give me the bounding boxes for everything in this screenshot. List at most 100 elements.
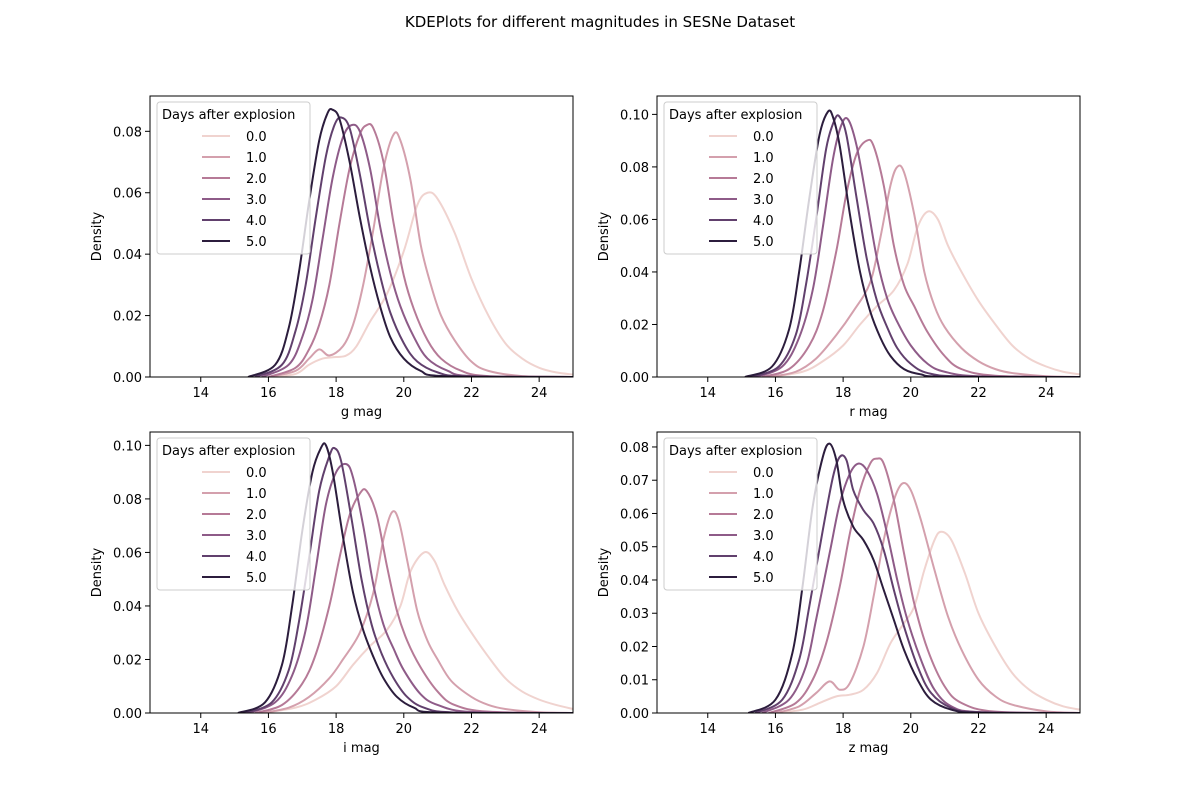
legend-title: Days after explosion [162, 108, 295, 123]
y-tick-label: 0.10 [620, 108, 649, 123]
legend-label: 3.0 [246, 529, 267, 544]
legend-box [156, 437, 311, 591]
y-tick-label: 0.02 [620, 640, 649, 655]
series-group [247, 107, 573, 377]
y-tick-label: 0.04 [620, 266, 649, 281]
x-tick-label: 18 [835, 722, 852, 737]
y-axis-label: Density [597, 547, 612, 597]
kde-line-3-0 [261, 123, 573, 377]
legend-box [663, 437, 818, 591]
kde-line-0-0 [768, 210, 1080, 377]
legend-label: 4.0 [246, 550, 267, 565]
legend-label: 4.0 [753, 550, 774, 565]
y-tick-label: 0.10 [113, 439, 142, 454]
legend-label: 2.0 [753, 508, 774, 523]
x-tick-label: 20 [903, 386, 920, 401]
legend-label: 3.0 [246, 193, 267, 208]
kde-line-1-0 [775, 482, 1080, 713]
legend-label: 3.0 [753, 193, 774, 208]
x-tick-label: 16 [260, 722, 277, 737]
x-tick-label: 24 [1038, 722, 1055, 737]
legend-label: 1.0 [246, 151, 267, 166]
legend-box [663, 101, 818, 255]
x-tick-label: 16 [767, 722, 784, 737]
x-axis-label: i mag [343, 741, 380, 756]
kde-line-4-0 [244, 446, 573, 713]
legend-label: 2.0 [246, 508, 267, 523]
y-tick-label: 0.07 [620, 474, 649, 489]
y-tick-label: 0.02 [620, 318, 649, 333]
x-tick-label: 14 [699, 722, 716, 737]
y-tick-label: 0.06 [620, 507, 649, 522]
legend-label: 1.0 [753, 487, 774, 502]
kde-line-4-0 [751, 114, 1080, 377]
x-tick-label: 24 [531, 386, 548, 401]
y-axis-label: Density [90, 547, 105, 597]
legend-label: 3.0 [753, 529, 774, 544]
y-tick-label: 0.02 [113, 310, 142, 325]
kde-line-5-0 [247, 107, 573, 377]
y-tick-label: 0.06 [620, 213, 649, 228]
y-tick-label: 0.01 [620, 674, 649, 689]
kde-line-0-0 [268, 191, 573, 377]
x-tick-label: 16 [260, 386, 277, 401]
subplot-z-mag: 14 16 18 20 22 24 0.00 0.01 0.02 0.03 0.04 0.05 0.06… [597, 431, 1081, 756]
x-axis-label: g mag [341, 405, 382, 420]
x-axis-label: r mag [849, 405, 887, 420]
legend-label: 5.0 [246, 571, 267, 586]
legend-label: 5.0 [753, 235, 774, 250]
axes-frame [656, 95, 1081, 378]
y-tick-label: 0.06 [113, 187, 142, 202]
kde-line-4-0 [254, 116, 573, 377]
kde-line-3-0 [754, 117, 1080, 377]
subplot-i-mag: 14 16 18 20 22 24 0.00 0.02 0.04 0.06 0.08 0.10 i ma… [90, 431, 574, 756]
axes-frame [149, 431, 574, 714]
legend-label: 5.0 [246, 235, 267, 250]
legend: Days after explosion 0.0 1.0 2.0 3.0 4.0 5.0 [663, 437, 818, 591]
y-axis-label: Density [90, 211, 105, 261]
series-group [237, 442, 573, 713]
kde-line-5-0 [237, 442, 573, 713]
x-tick-label: 20 [396, 722, 413, 737]
kde-line-1-0 [261, 510, 573, 713]
legend-label: 0.0 [246, 130, 267, 145]
series-group [747, 442, 1080, 713]
x-tick-label: 14 [192, 386, 209, 401]
legend-label: 2.0 [753, 172, 774, 187]
legend: Days after explosion 0.0 1.0 2.0 3.0 4.0 5.0 [156, 437, 311, 591]
x-tick-label: 18 [328, 386, 345, 401]
y-axis-label: Density [597, 211, 612, 261]
x-tick-label: 14 [192, 722, 209, 737]
x-tick-label: 24 [1038, 386, 1055, 401]
y-tick-label: 0.00 [113, 707, 142, 722]
x-tick-label: 24 [531, 722, 548, 737]
subplot-g-mag: 14 16 18 20 22 24 0.00 0.02 0.04 0.06 0.08 g mag Den… [90, 95, 574, 420]
y-tick-label: 0.08 [113, 493, 142, 508]
series-group [744, 109, 1080, 377]
legend-label: 0.0 [753, 130, 774, 145]
subplot-r-mag: 14 16 18 20 22 24 0.00 0.02 0.04 0.06 0.08 0.10 r ma… [597, 95, 1081, 420]
y-tick-label: 0.04 [620, 574, 649, 589]
x-tick-label: 20 [903, 722, 920, 737]
axes-frame [149, 95, 574, 378]
kde-line-5-0 [744, 109, 1080, 377]
figure-title: KDEPlots for different magnitudes in SES… [405, 13, 795, 31]
x-tick-label: 18 [835, 386, 852, 401]
kde-line-2-0 [761, 138, 1080, 377]
kde-line-2-0 [254, 488, 573, 713]
legend-box [156, 101, 311, 255]
legend-label: 1.0 [753, 151, 774, 166]
legend-label: 4.0 [753, 214, 774, 229]
y-tick-label: 0.08 [113, 125, 142, 140]
legend-label: 1.0 [246, 487, 267, 502]
y-tick-label: 0.05 [620, 541, 649, 556]
x-tick-label: 22 [463, 722, 480, 737]
kde-line-1-0 [768, 164, 1080, 377]
kde-line-1-0 [268, 131, 573, 377]
legend: Days after explosion 0.0 1.0 2.0 3.0 4.0 5.0 [663, 101, 818, 255]
y-tick-label: 0.06 [113, 546, 142, 561]
x-tick-label: 22 [463, 386, 480, 401]
y-tick-label: 0.02 [113, 653, 142, 668]
x-tick-label: 22 [970, 386, 987, 401]
y-tick-label: 0.08 [620, 161, 649, 176]
